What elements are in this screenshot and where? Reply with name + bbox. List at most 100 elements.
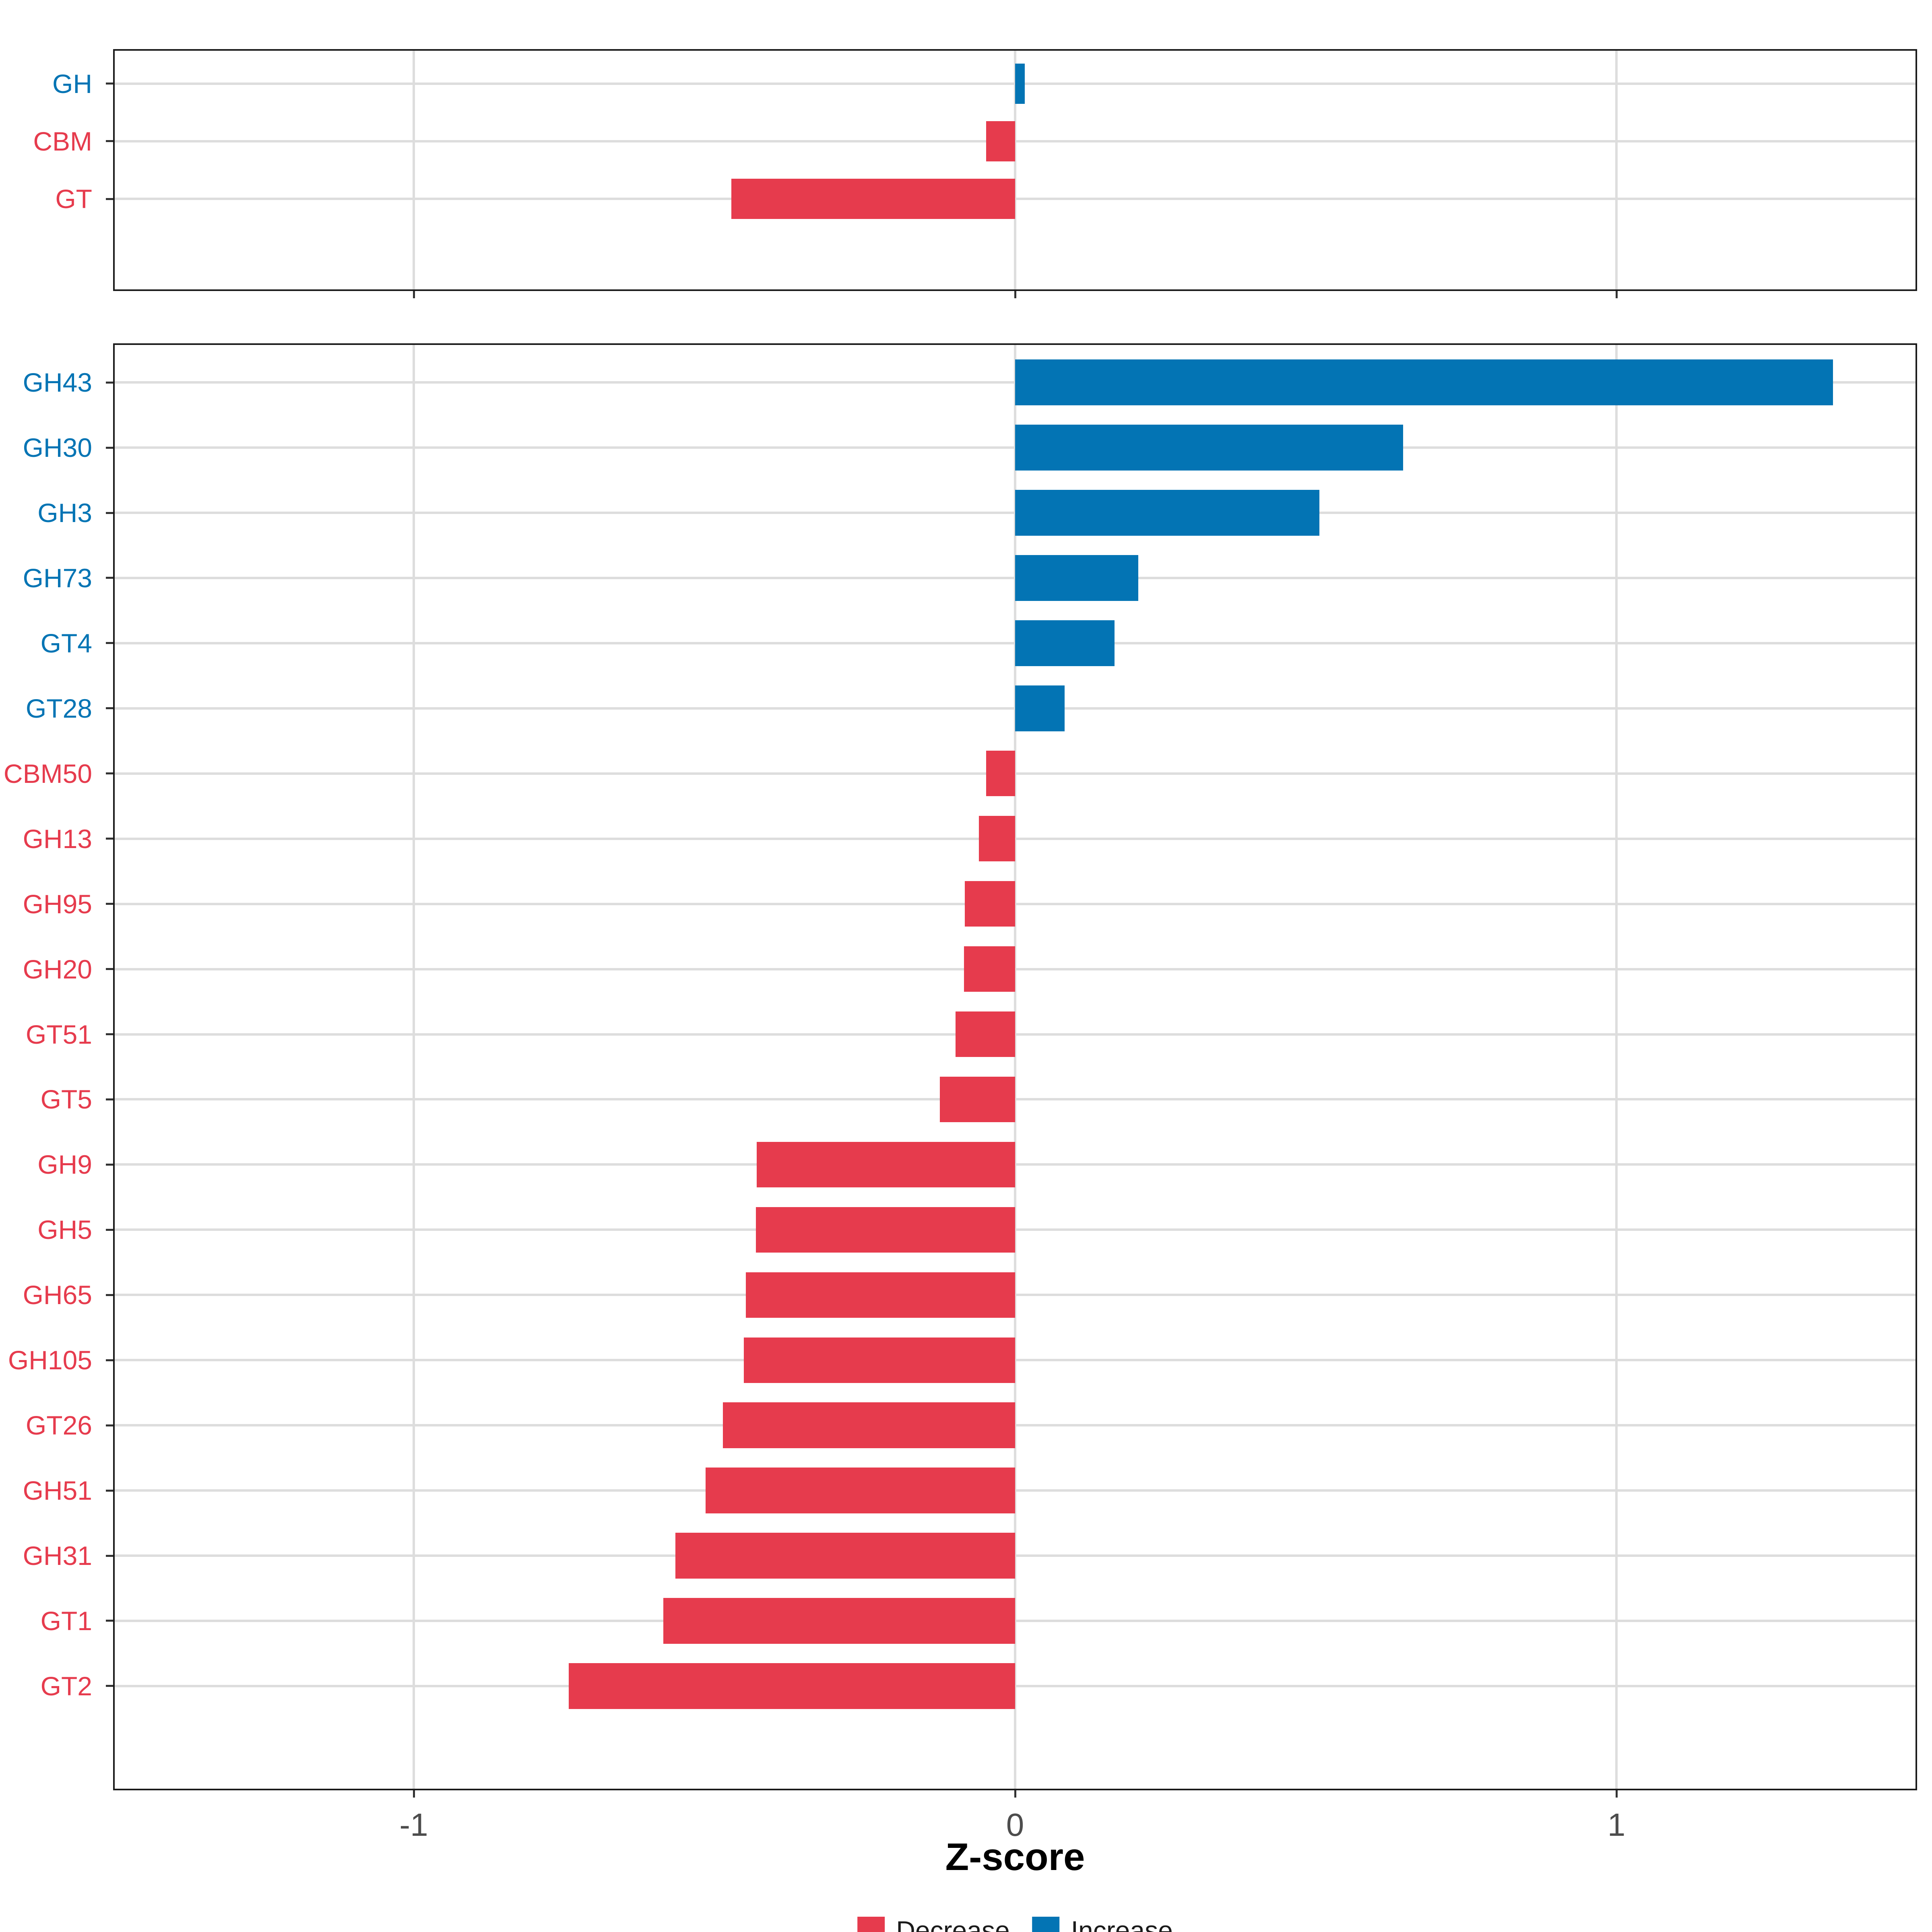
- bar-GH20: [964, 946, 1015, 992]
- y-axis-label-GH31: GH31: [23, 1541, 92, 1571]
- gridline-row-GT5: [113, 1098, 1917, 1101]
- y-axis-label-GH95: GH95: [23, 889, 92, 919]
- y-axis-label-GH65: GH65: [23, 1280, 92, 1310]
- y-tick-GH30: [106, 446, 113, 449]
- x-tick--1-top: [413, 291, 415, 298]
- bar-GH13: [979, 816, 1015, 862]
- y-axis-label-CBM: CBM: [33, 126, 92, 156]
- gridline-row-GT26: [113, 1424, 1917, 1427]
- y-tick-GH20: [106, 968, 113, 970]
- bottom-panel-plot-area: [113, 343, 1917, 1790]
- y-axis-label-GT2: GT2: [40, 1671, 92, 1701]
- y-axis-label-CBM50: CBM50: [3, 758, 92, 788]
- legend-label-increase: Increase: [1071, 1915, 1173, 1932]
- y-tick-GT: [106, 198, 113, 200]
- x-tick-1-bottom: [1615, 1790, 1618, 1798]
- y-tick-GT26: [106, 1424, 113, 1426]
- y-axis-label-GH20: GH20: [23, 954, 92, 984]
- y-axis-label-GH9: GH9: [37, 1150, 92, 1180]
- gridline-row-GT: [113, 198, 1917, 200]
- gridline-row-GH5: [113, 1228, 1917, 1231]
- gridline-row-GH9: [113, 1163, 1917, 1166]
- y-axis-label-GT26: GT26: [25, 1410, 92, 1441]
- y-axis-label-GT5: GT5: [40, 1084, 92, 1115]
- bar-GH3: [1015, 490, 1319, 536]
- y-tick-GH73: [106, 577, 113, 579]
- gridline-row-GT2: [113, 1684, 1917, 1687]
- bar-GH5: [756, 1207, 1015, 1253]
- bar-GH105: [744, 1337, 1015, 1383]
- bar-GH95: [964, 881, 1015, 927]
- bar-GH: [1015, 63, 1025, 104]
- y-tick-GT5: [106, 1098, 113, 1100]
- gridline-x-1: [1615, 343, 1618, 1790]
- gridline-row-GT51: [113, 1033, 1917, 1036]
- gridline-row-CBM: [113, 140, 1917, 142]
- gridline-row-GH105: [113, 1359, 1917, 1362]
- y-axis-label-GH43: GH43: [23, 367, 92, 398]
- bar-GT4: [1015, 620, 1115, 666]
- y-tick-GT28: [106, 707, 113, 710]
- gridline-x-0: [1014, 49, 1016, 291]
- x-axis-title: Z-score: [945, 1835, 1085, 1878]
- y-axis-label-GT4: GT4: [40, 628, 92, 658]
- y-tick-GT4: [106, 642, 113, 644]
- gridline-row-GH13: [113, 837, 1917, 840]
- y-axis-label-GH: GH: [52, 68, 92, 99]
- top-panel-plot-area: [113, 49, 1917, 291]
- y-axis-label-GH105: GH105: [8, 1345, 92, 1375]
- y-tick-GH3: [106, 512, 113, 514]
- y-axis-label-GH3: GH3: [37, 498, 92, 528]
- legend: Decrease Increase: [857, 1917, 1173, 1932]
- bar-GT51: [956, 1011, 1015, 1057]
- gridline-row-GH31: [113, 1554, 1917, 1557]
- bar-GH30: [1015, 425, 1403, 471]
- gridline-x-1: [1615, 49, 1618, 291]
- gridline-row-GH95: [113, 902, 1917, 905]
- y-tick-CBM: [106, 140, 113, 142]
- bar-GT26: [722, 1402, 1015, 1448]
- y-axis-label-GH30: GH30: [23, 433, 92, 463]
- gridline-x-0: [1014, 343, 1016, 1790]
- gridline-row-GH20: [113, 968, 1917, 970]
- y-axis-label-GH73: GH73: [23, 563, 92, 593]
- bar-CBM50: [986, 751, 1015, 797]
- y-tick-GH65: [106, 1294, 113, 1296]
- bar-CBM: [986, 121, 1015, 162]
- y-axis-label-GT1: GT1: [40, 1606, 92, 1636]
- gridline-row-GT1: [113, 1619, 1917, 1622]
- bar-GH31: [675, 1533, 1015, 1579]
- y-tick-CBM50: [106, 772, 113, 775]
- y-tick-GH13: [106, 838, 113, 840]
- gridline-x--1: [413, 49, 415, 291]
- gridline-row-GH51: [113, 1489, 1917, 1492]
- y-tick-GH9: [106, 1163, 113, 1166]
- y-tick-GT51: [106, 1033, 113, 1036]
- x-tick-1-top: [1615, 291, 1618, 298]
- gridline-row-GH65: [113, 1294, 1917, 1296]
- y-tick-GH105: [106, 1359, 113, 1361]
- bar-GH51: [705, 1468, 1015, 1513]
- bar-GH9: [756, 1141, 1015, 1188]
- y-axis-label-GH13: GH13: [23, 824, 92, 854]
- bar-GH65: [745, 1272, 1015, 1318]
- bar-GT2: [569, 1663, 1015, 1709]
- y-tick-GT1: [106, 1620, 113, 1622]
- legend-swatch-increase: [1032, 1917, 1060, 1932]
- bar-GT1: [663, 1598, 1015, 1644]
- x-tick-label-0: 0: [1006, 1807, 1024, 1843]
- y-tick-GH: [106, 83, 113, 85]
- y-axis-label-GH5: GH5: [37, 1215, 92, 1245]
- y-axis-label-GH51: GH51: [23, 1476, 92, 1506]
- y-tick-GT2: [106, 1685, 113, 1687]
- x-tick-label--1: -1: [399, 1807, 428, 1843]
- y-tick-GH95: [106, 903, 113, 905]
- gridline-x--1: [413, 343, 415, 1790]
- y-axis-label-GT28: GT28: [25, 693, 92, 723]
- bar-GH73: [1015, 555, 1139, 601]
- x-tick-0-bottom: [1014, 1790, 1016, 1798]
- x-tick--1-bottom: [413, 1790, 415, 1798]
- y-axis-label-GT: GT: [55, 184, 92, 214]
- y-tick-GH31: [106, 1554, 113, 1557]
